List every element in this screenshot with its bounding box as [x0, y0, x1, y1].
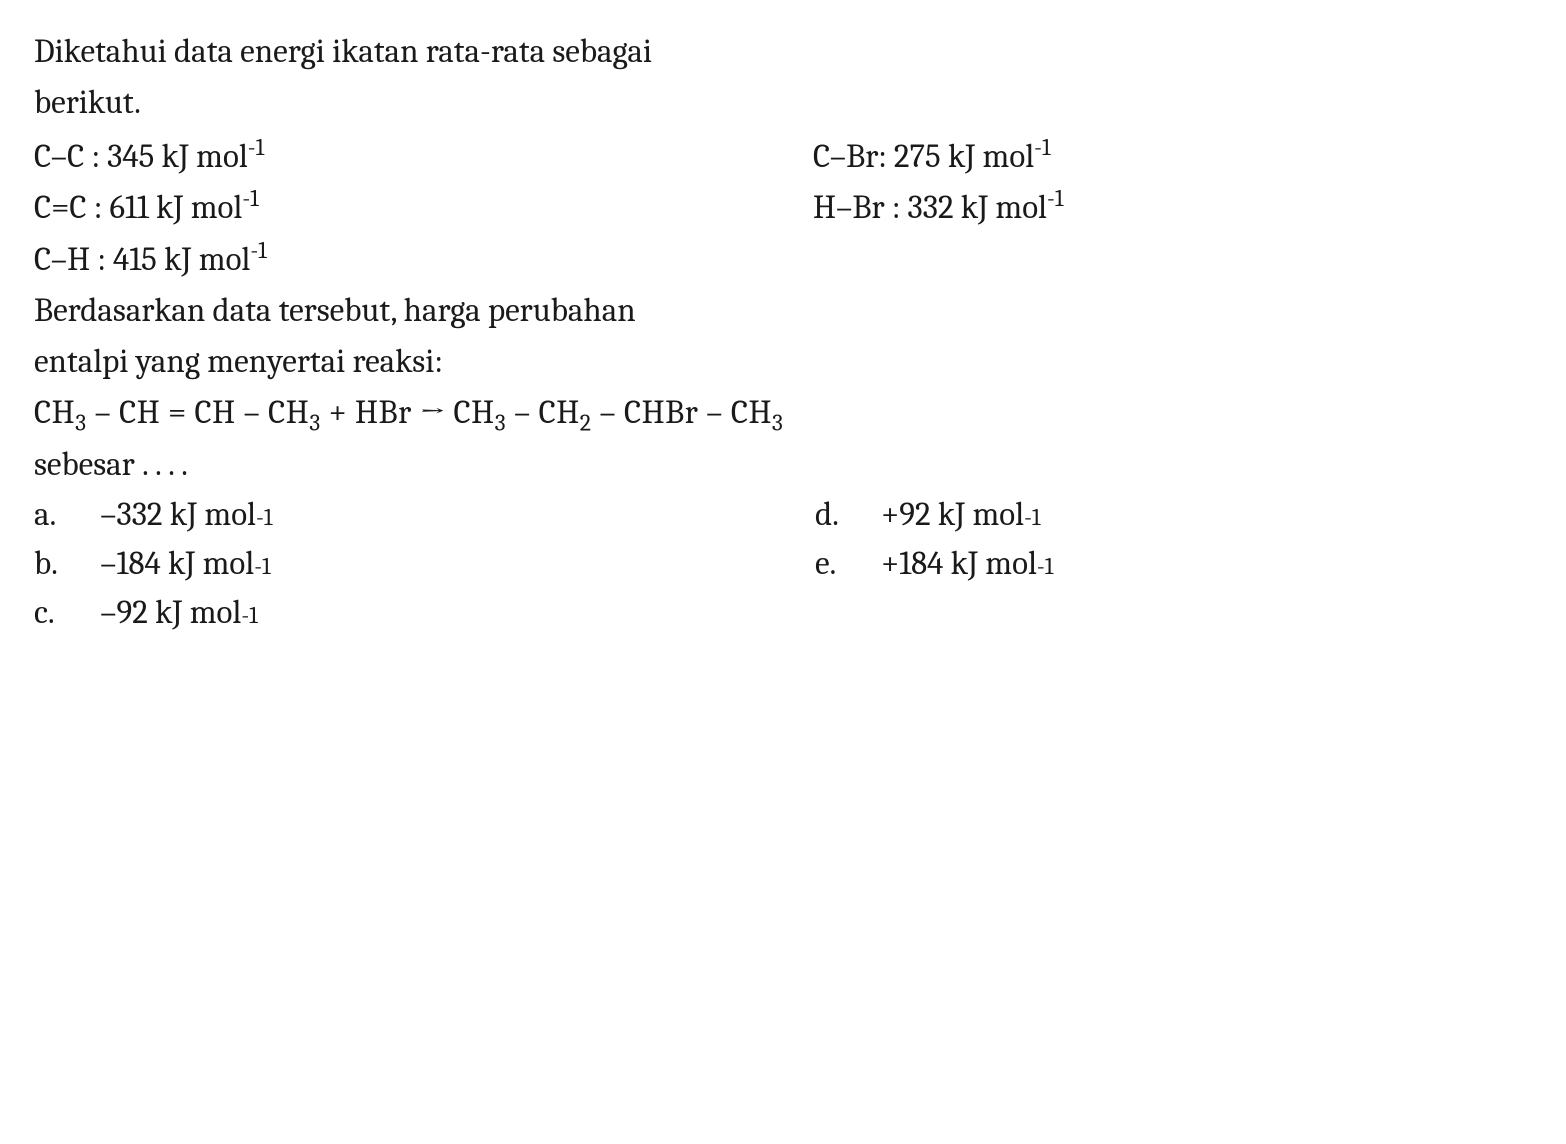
bond-cc-double-text: C=C : 611 kJ mol [34, 189, 242, 227]
choices-row-1: a. –332 kJ mol-1 d. +92 kJ mol-1 [34, 491, 1532, 540]
eq-sub3-d: 3 [772, 409, 783, 436]
bond-row-2: C=C : 611 kJ mol-1 H–Br : 332 kJ mol-1 [34, 181, 1532, 233]
choices-row-3: c. –92 kJ mol-1 [34, 589, 1532, 638]
choice-c-exp: -1 [241, 598, 257, 633]
eq-chbr: CHBr [624, 394, 698, 432]
choice-a-letter: a. [34, 491, 100, 540]
exp-text: -1 [248, 134, 264, 161]
exp-text: -1 [1047, 185, 1063, 212]
choice-c-text: –92 kJ mol [100, 589, 241, 638]
eq-sub2: 2 [580, 409, 592, 436]
question-line-1: Berdasarkan data tersebut, harga perubah… [34, 287, 1532, 338]
choice-e-exp: -1 [1037, 549, 1053, 584]
eq-plus: + [321, 394, 355, 432]
choice-c-letter: c. [34, 589, 100, 638]
exp-text: -1 [1034, 134, 1050, 161]
eq-ch3-b: CH [268, 394, 309, 432]
choices-row-2: b. –184 kJ mol-1 e. +184 kJ mol-1 [34, 540, 1532, 589]
eq-sub3: 3 [75, 409, 86, 436]
eq-ch3-c: CH [454, 394, 495, 432]
eq-ch3: CH [34, 394, 75, 432]
choice-d: d. +92 kJ mol-1 [813, 491, 1532, 540]
eq-ch-b: CH [195, 394, 236, 432]
intro-line-1: Diketahui data energi ikatan rata-rata s… [34, 28, 1532, 79]
eq-equals: = [160, 394, 194, 432]
choice-b-exp: -1 [254, 549, 270, 584]
eq-sub3-b: 3 [309, 409, 320, 436]
eq-dash-e: – [698, 394, 731, 432]
question-line-2: entalpi yang menyertai reaksi: [34, 338, 1532, 389]
choice-d-letter: d. [815, 491, 881, 540]
choice-b: b. –184 kJ mol-1 [34, 540, 813, 589]
bond-hbr: H–Br : 332 kJ mol-1 [813, 181, 1532, 233]
choice-e-letter: e. [815, 540, 881, 589]
eq-sub3-c: 3 [495, 409, 506, 436]
intro-line-2: berikut. [34, 79, 1532, 130]
choice-b-text: –184 kJ mol [100, 540, 254, 589]
bond-cbr: C–Br: 275 kJ mol-1 [813, 130, 1532, 182]
eq-dash: – [87, 394, 120, 432]
choice-b-letter: b. [34, 540, 100, 589]
eq-ch2: CH [539, 394, 580, 432]
choice-d-text: +92 kJ mol [881, 491, 1024, 540]
bond-row-1: C–C : 345 kJ mol-1 C–Br: 275 kJ mol-1 [34, 130, 1532, 182]
bond-cc-double: C=C : 611 kJ mol-1 [34, 181, 753, 233]
bond-hbr-text: H–Br : 332 kJ mol [813, 189, 1047, 227]
eq-dash-c: – [506, 394, 539, 432]
choice-a: a. –332 kJ mol-1 [34, 491, 813, 540]
bond-ch-text: C–H : 415 kJ mol [34, 241, 250, 279]
reaction-equation: CH3 – CH = CH – CH3 + HBr → CH3 – CH2 – … [34, 389, 1532, 441]
eq-dash-d: – [591, 394, 624, 432]
eq-arrow: → [412, 394, 454, 432]
eq-dash-b: – [236, 394, 269, 432]
choice-e: e. +184 kJ mol-1 [813, 540, 1532, 589]
bond-cc-single-text: C–C : 345 kJ mol [34, 138, 248, 176]
eq-hbr: HBr [355, 394, 412, 432]
exp-text: -1 [242, 185, 258, 212]
eq-ch3-d: CH [731, 394, 772, 432]
question-tail: sebesar . . . . [34, 441, 1532, 492]
bond-ch: C–H : 415 kJ mol-1 [34, 233, 1532, 287]
bond-cbr-text: C–Br: 275 kJ mol [813, 138, 1034, 176]
choice-d-exp: -1 [1024, 500, 1040, 535]
eq-ch: CH [119, 394, 160, 432]
choice-a-text: –332 kJ mol [100, 491, 256, 540]
choice-e-text: +184 kJ mol [881, 540, 1037, 589]
exp-text: -1 [250, 237, 266, 264]
choice-a-exp: -1 [256, 500, 272, 535]
choice-c: c. –92 kJ mol-1 [34, 589, 813, 638]
bond-cc-single: C–C : 345 kJ mol-1 [34, 130, 753, 182]
